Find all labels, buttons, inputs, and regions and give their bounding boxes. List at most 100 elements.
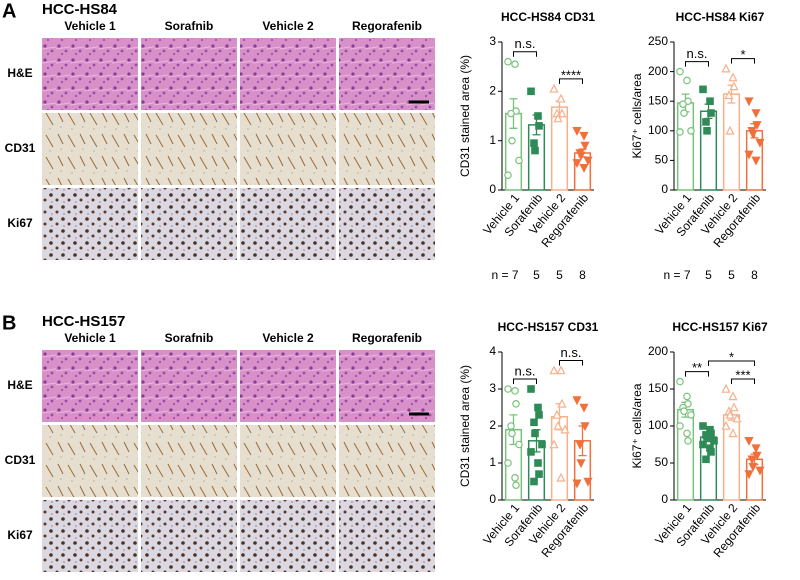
micrograph bbox=[240, 425, 336, 497]
n-label: 5 bbox=[533, 268, 540, 282]
data-point bbox=[748, 129, 758, 139]
y-tick-label: 250 bbox=[648, 34, 668, 48]
row-label: Ki67 bbox=[7, 216, 33, 230]
data-point bbox=[747, 455, 757, 465]
data-point bbox=[751, 156, 761, 166]
data-point bbox=[538, 440, 546, 449]
data-point bbox=[515, 156, 523, 165]
y-axis-label: Ki67⁺ cells/area bbox=[630, 383, 644, 468]
micrograph bbox=[42, 38, 138, 110]
data-point bbox=[710, 437, 718, 445]
column-label: Sorafnib bbox=[165, 19, 214, 33]
panel-title: HCC-HS84 bbox=[42, 1, 118, 18]
micrograph bbox=[141, 350, 237, 422]
row-label: Ki67 bbox=[7, 528, 33, 542]
n-label: 8 bbox=[556, 578, 563, 580]
significance-bracket bbox=[513, 378, 537, 384]
micrograph bbox=[141, 500, 237, 572]
column-label: Vehicle 2 bbox=[262, 331, 314, 345]
data-point bbox=[676, 377, 684, 386]
data-point bbox=[721, 63, 731, 73]
data-point bbox=[504, 459, 512, 467]
micrograph bbox=[141, 425, 237, 497]
panel-title: HCC-HS157 bbox=[42, 313, 125, 330]
n-label: n = 7 bbox=[491, 268, 518, 282]
micrograph bbox=[141, 188, 237, 260]
significance-bracket bbox=[731, 378, 755, 384]
data-point bbox=[552, 409, 562, 419]
data-point bbox=[531, 146, 539, 155]
panel-label: A bbox=[2, 0, 16, 22]
data-point bbox=[535, 122, 543, 130]
significance-bracket bbox=[731, 58, 755, 64]
n-label: 8 bbox=[728, 578, 735, 580]
data-point bbox=[676, 67, 684, 76]
data-point bbox=[534, 403, 542, 412]
y-tick-label: 0 bbox=[489, 182, 496, 196]
y-tick-label: 1 bbox=[489, 133, 496, 147]
data-point bbox=[530, 418, 538, 427]
y-axis-label: CD31 stained area (%) bbox=[458, 365, 472, 487]
data-point bbox=[572, 159, 582, 168]
data-point bbox=[728, 72, 738, 82]
significance-label: n.s. bbox=[687, 46, 708, 61]
significance-label: ** bbox=[692, 360, 702, 375]
significance-bracket bbox=[685, 371, 709, 377]
data-point bbox=[572, 127, 582, 136]
n-label: n = 9 bbox=[663, 578, 690, 580]
data-point bbox=[508, 136, 516, 145]
data-point bbox=[530, 139, 538, 147]
data-point bbox=[707, 109, 715, 117]
significance-bracket bbox=[559, 360, 583, 366]
data-point bbox=[744, 150, 754, 160]
data-point bbox=[724, 90, 734, 100]
y-tick-label: 0 bbox=[661, 182, 668, 196]
micrograph bbox=[42, 350, 138, 422]
micrograph bbox=[141, 113, 237, 185]
data-point bbox=[504, 385, 512, 393]
chart-title: HCC-HS84 CD31 bbox=[501, 10, 595, 24]
data-point bbox=[534, 459, 542, 467]
data-point bbox=[755, 138, 765, 148]
significance-label: * bbox=[729, 349, 734, 364]
data-point bbox=[579, 403, 589, 413]
data-point bbox=[684, 436, 692, 445]
data-point bbox=[504, 171, 512, 180]
panel-label: B bbox=[2, 312, 16, 334]
y-tick-label: 0 bbox=[489, 492, 496, 506]
column-label: Regorafenib bbox=[352, 331, 422, 345]
n-label: 5 bbox=[556, 268, 563, 282]
significance-label: *** bbox=[735, 367, 750, 382]
data-point bbox=[721, 383, 731, 393]
n-label: 8 bbox=[751, 268, 758, 282]
data-point bbox=[744, 97, 754, 107]
y-tick-label: 200 bbox=[648, 344, 668, 358]
micrograph bbox=[240, 500, 336, 572]
chart-title: HCC-HS84 Ki67 bbox=[676, 10, 765, 24]
n-label: 10 bbox=[530, 578, 544, 580]
data-point bbox=[684, 399, 692, 408]
data-point bbox=[732, 413, 742, 423]
y-tick-label: 2 bbox=[489, 418, 496, 432]
data-point bbox=[527, 87, 535, 96]
data-point bbox=[751, 444, 761, 454]
data-point bbox=[676, 422, 684, 430]
data-point bbox=[575, 440, 585, 450]
micrograph bbox=[339, 113, 435, 185]
significance-label: n.s. bbox=[515, 363, 536, 378]
n-label: n = 9 bbox=[491, 578, 518, 580]
data-point bbox=[725, 125, 735, 135]
data-point bbox=[748, 462, 758, 472]
significance-label: n.s. bbox=[515, 36, 536, 51]
data-point bbox=[504, 57, 512, 66]
y-tick-label: 100 bbox=[648, 418, 668, 432]
n-label: 7 bbox=[751, 578, 758, 580]
data-point bbox=[702, 118, 710, 126]
y-axis-label: CD31 stained area (%) bbox=[458, 55, 472, 177]
y-tick-label: 1 bbox=[489, 455, 496, 469]
data-point bbox=[512, 399, 520, 408]
micrograph bbox=[42, 188, 138, 260]
data-point bbox=[707, 448, 715, 456]
data-point bbox=[534, 112, 542, 120]
column-label: Vehicle 1 bbox=[64, 331, 116, 345]
